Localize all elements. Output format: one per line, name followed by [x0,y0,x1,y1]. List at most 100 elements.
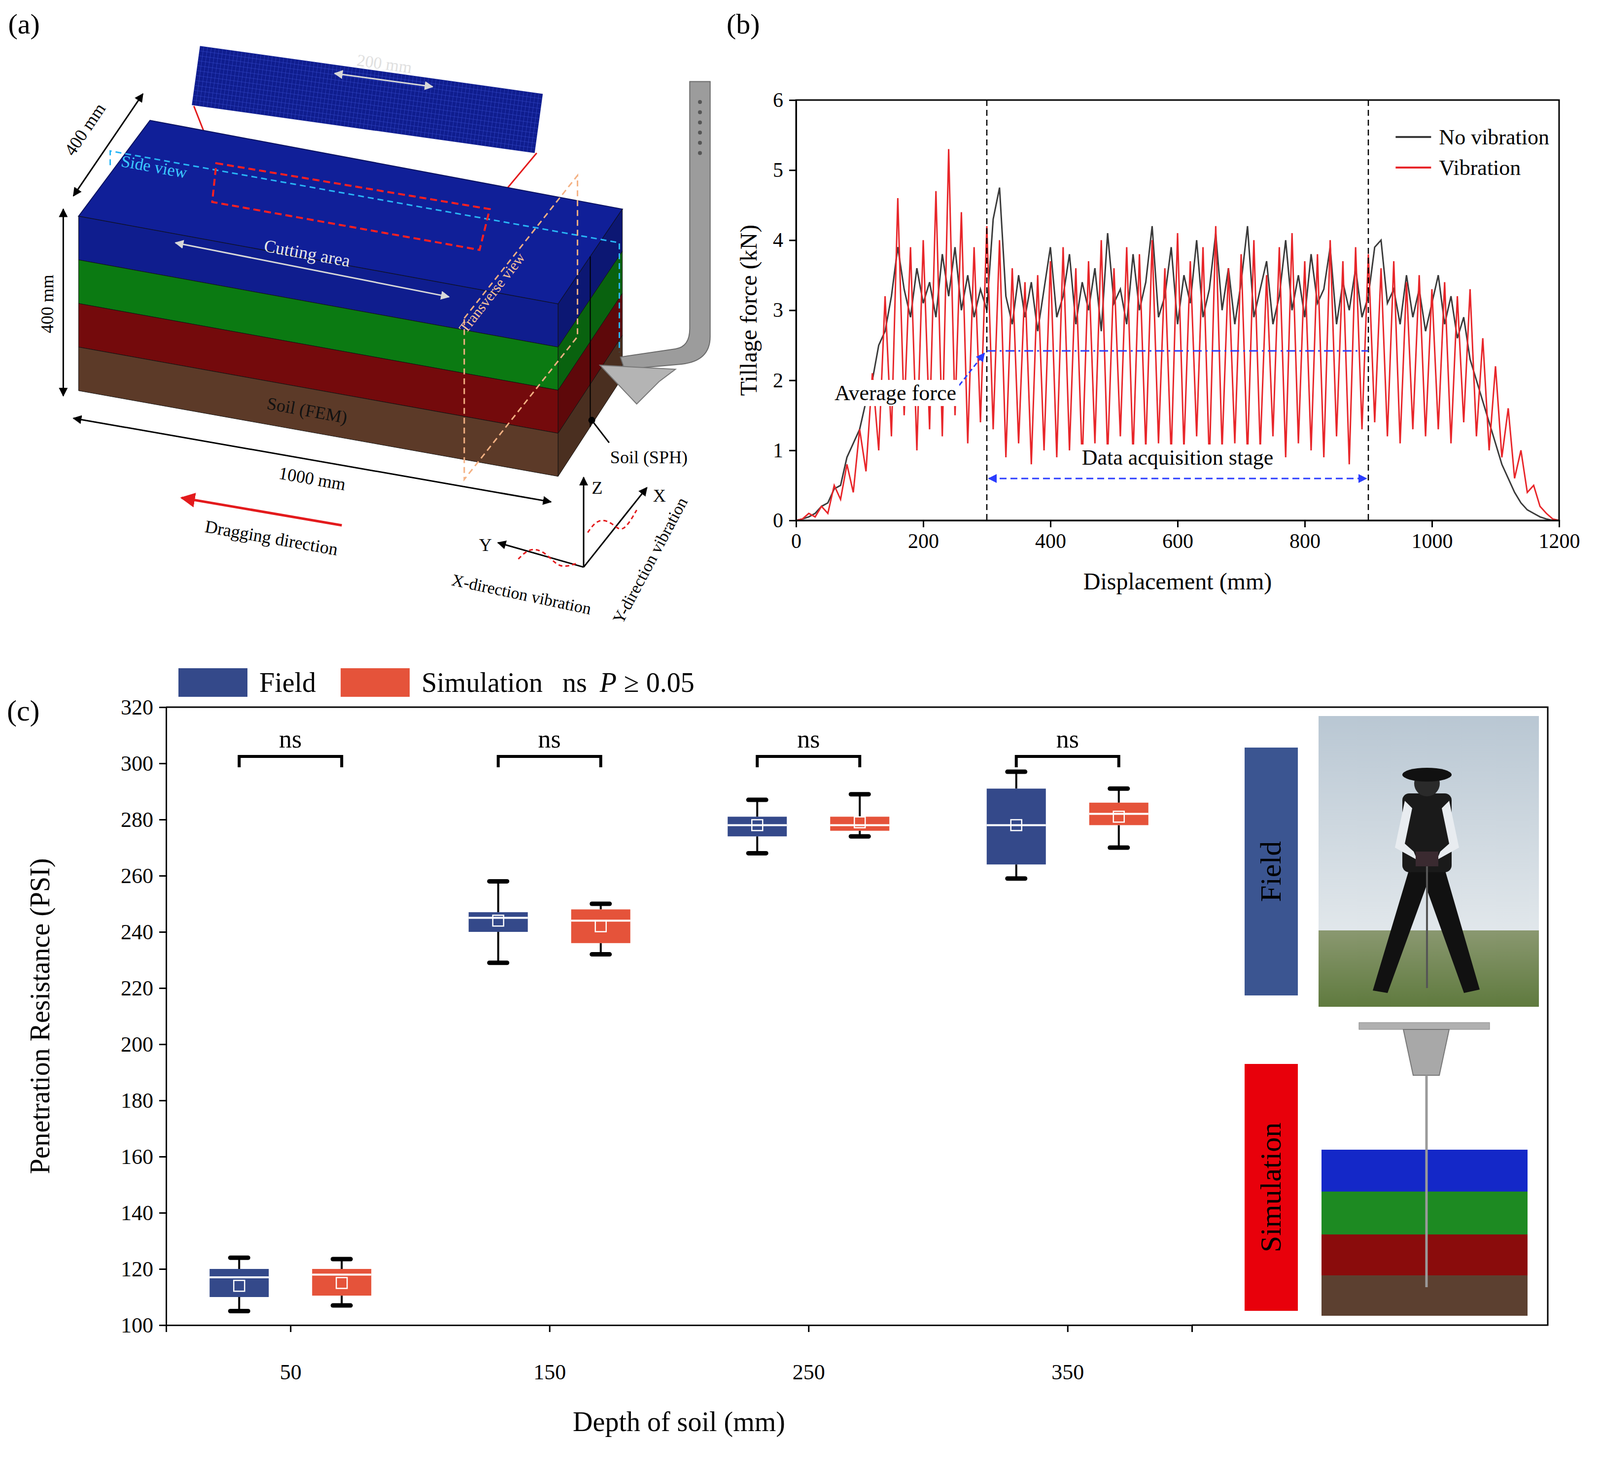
tool-sweep [599,365,676,405]
field-photo [1318,716,1539,1008]
tick-label: 200 [907,529,940,553]
whisker-cap [489,960,508,966]
tool-hole [697,130,702,135]
y-axis: 100120140160180200220240260280300320 [120,695,167,1338]
tick-mark [159,931,167,934]
mesh-line [193,95,537,143]
panel-label: (a) [8,7,40,40]
mesh-panel [191,45,543,153]
tick-label: 220 [120,976,154,1001]
tick-label: 4 [772,228,784,252]
whisker-cap [1007,876,1026,881]
tick-label: 3 [772,298,784,322]
legend-swatch [340,668,410,697]
box [312,1259,372,1306]
whisker [1117,825,1120,848]
whisker [858,794,861,818]
tick: 260 [120,864,167,889]
person-torso [1402,793,1452,873]
tick-label: 400 [1035,529,1067,553]
legend-label: Field [259,667,316,698]
mean [336,1278,348,1289]
panel-b: (b)0200400600800100012000123456Displacem… [726,7,1581,595]
tick-label: 300 [120,751,154,776]
tick: 200 [120,1032,167,1057]
axis-line [166,1325,1193,1333]
penetrometer-rod [1426,855,1428,989]
tick: 4 [772,228,797,252]
whisker [497,932,500,964]
tick-mark [159,1100,167,1102]
box-body [468,912,528,933]
panel-label: (b) [726,7,761,40]
tick: 600 [1162,520,1194,553]
mean [595,921,607,933]
annotation-label-group: Average force [831,380,960,407]
background [0,0,1600,1470]
cutting-area-label: Cutting area [262,235,352,271]
coordinate-axis [583,487,647,567]
tick: 150 [533,1325,566,1385]
sph-leader [591,420,610,444]
tick-label: 100 [120,1313,154,1338]
significance-bracket [498,756,601,768]
box-body [571,909,631,943]
vibration-curve [587,510,637,533]
sph-boundary [589,256,591,428]
soil-sph-label: Soil (SPH) [610,447,688,468]
tick-mark [789,169,797,172]
y-axis-title: Tillage force (kN) [735,224,763,396]
whisker-cap [748,798,766,803]
significance-label: ns [1056,725,1079,754]
significance-label: ns [538,725,561,754]
tick-mark [159,1212,167,1215]
panel-c: (c)5015025035010012014016018020022024026… [6,667,1548,1438]
tick-mark [159,1043,167,1046]
whisker-cap [332,1303,351,1309]
whisker [1015,771,1018,789]
axis-x-label: X [653,486,666,506]
penetrometer-handle [1415,851,1439,867]
sim-soil-layer [1321,1234,1528,1276]
tick-label: 320 [120,695,154,720]
median [1089,813,1149,816]
tick-mark [159,875,167,877]
plot-marks [209,771,1149,1312]
tick-mark [159,706,167,709]
stage-boundary [1367,100,1370,521]
significance-label: ns [278,725,302,754]
legend-label: No vibration [1438,125,1550,150]
axis-z-label: Z [591,478,603,498]
tick-mark [789,310,797,312]
median [468,917,528,920]
tick: 100 [120,1313,167,1338]
tick-mark [1177,520,1179,528]
tick: 350 [1051,1325,1084,1385]
tick-label: 6 [772,88,784,112]
panel-a: (a)200 mmSide viewCutting areaTransverse… [8,7,711,627]
dimension-arrow [73,418,552,503]
tick-label: 50 [279,1360,302,1385]
x-axis: 020040060080010001200 [791,520,1581,553]
tick-mark [159,1268,167,1271]
tick-label: 2 [772,369,784,392]
transverse-outline [464,175,578,480]
legend-swatch [1395,166,1431,169]
tick-label: 5 [772,158,784,182]
mesh-line [196,70,540,119]
tick-mark [807,1325,810,1333]
tick: 250 [792,1325,826,1385]
soil-fem-label: Soil (FEM) [265,393,349,428]
tick-label: 800 [1289,529,1321,553]
vibration-curve [518,549,578,567]
tick-mark [159,763,167,765]
legend: No vibrationVibration [1395,125,1550,180]
sim-cone [1403,1029,1450,1076]
box-body [727,816,787,837]
legend-note: ≥ 0.05 [624,667,695,698]
tick-mark [922,520,925,528]
dimension-label: 400 mm [37,274,58,334]
annotation-label: Average force [834,381,957,406]
tick-label: 0 [772,509,784,532]
tick: 320 [120,695,167,720]
